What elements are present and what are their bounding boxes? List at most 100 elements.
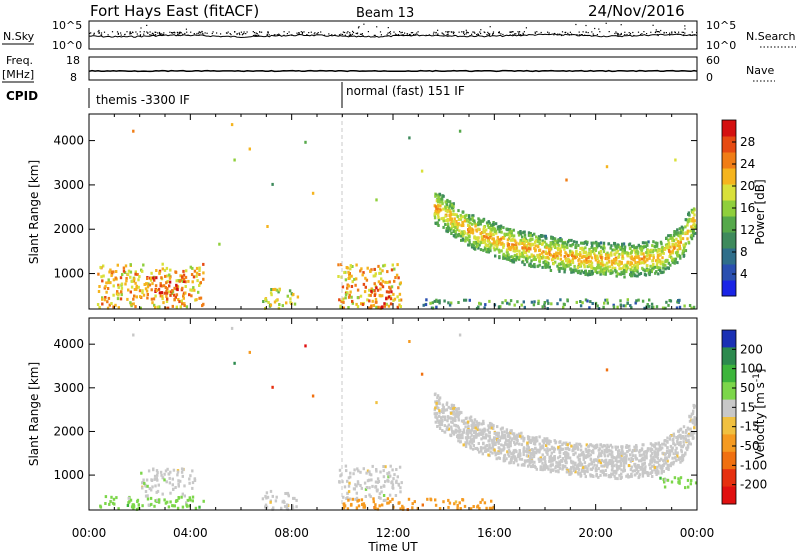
velocity-band-cell: [688, 440, 691, 444]
velocity-band-cell: [546, 452, 549, 456]
nsearch-dot: [568, 34, 570, 36]
velocity-band-cell: [541, 439, 544, 443]
nsearch-dot: [576, 34, 578, 36]
power-cell: [182, 273, 186, 277]
station-title: Fort Hays East (fitACF): [90, 2, 259, 20]
velocity-cell: [265, 491, 269, 495]
velocity-cell: [144, 494, 148, 498]
nsearch-dot: [129, 32, 131, 34]
power-band-cell: [588, 247, 591, 251]
power-band-cell: [646, 264, 649, 268]
power-band-cell: [495, 231, 498, 235]
velocity-band-cell: [472, 436, 476, 440]
power-cell: [174, 295, 177, 299]
power-band-cell: [507, 243, 511, 246]
power-cell: [501, 301, 504, 305]
power-cell: [185, 305, 189, 309]
velocity-band-cell: [692, 409, 695, 413]
nsearch-dot: [447, 32, 449, 34]
power-band-cell: [544, 256, 547, 260]
power-band-cell: [664, 260, 667, 264]
power-band-cell: [479, 248, 483, 252]
nsearch-dot: [487, 31, 489, 33]
power-band-cell: [530, 264, 533, 268]
power-band-cell: [489, 249, 492, 253]
velocity-band-cell: [618, 455, 622, 459]
nsearch-dot: [525, 27, 527, 29]
power-cell: [122, 266, 126, 270]
nsearch-dot: [492, 34, 494, 36]
nsearch-dot: [182, 33, 184, 35]
velocity-band-cell: [691, 431, 694, 434]
power-band-cell: [618, 267, 621, 271]
power-cell: [350, 274, 353, 278]
nsearch-dot: [355, 32, 357, 34]
power-cell: [151, 282, 154, 286]
velocity-band-cell: [568, 468, 572, 472]
velocity-cell: [483, 501, 487, 505]
velocity-band-cell: [612, 456, 615, 459]
nsearch-dot: [479, 31, 481, 33]
power-band-cell: [632, 244, 635, 248]
velocity-cell: [347, 498, 350, 502]
velocity-band-cell: [457, 418, 460, 422]
velocity-band-cell: [461, 433, 464, 437]
power-cell: [356, 305, 360, 309]
power-cell: [106, 300, 109, 304]
velocity-cell: [146, 497, 150, 501]
power-cell: [367, 293, 371, 297]
velocity-cell: [144, 490, 148, 493]
velocity-band-cell: [433, 393, 437, 397]
power-band-cell: [672, 233, 676, 237]
velocity-band-cell: [507, 454, 511, 458]
power-band-cell: [549, 269, 553, 272]
velocity-cell: [202, 499, 205, 503]
power-cell: [355, 277, 358, 281]
power-cell: [422, 303, 425, 307]
velocity-cell: [397, 482, 400, 486]
power-band-cell: [489, 229, 493, 233]
velocity-band-cell: [455, 407, 458, 411]
power-cell: [141, 289, 144, 293]
power-band-cell: [534, 258, 537, 261]
power-band-cell: [496, 235, 499, 239]
velocity-band-cell: [584, 469, 587, 473]
velocity-band-cell: [628, 444, 631, 448]
power-band-cell: [607, 256, 611, 260]
nsearch-dot: [93, 33, 95, 35]
velocity-cell: [132, 504, 135, 508]
power-band-cell: [690, 208, 694, 212]
power-cell: [161, 297, 164, 301]
velocity-band-cell: [436, 425, 439, 428]
power-band-cell: [613, 248, 616, 252]
velocity-band-cell: [625, 474, 628, 478]
power-band-cell: [638, 258, 641, 261]
nsearch-dot: [473, 31, 475, 33]
velocity-band-cell: [531, 448, 535, 452]
nsky-tick-top-right: 10^5: [706, 19, 736, 32]
power-band-cell: [543, 259, 547, 263]
power-band-cell: [626, 251, 629, 255]
power-cell: [157, 287, 161, 291]
power-band-cell: [511, 243, 514, 247]
velocity-band-cell: [686, 444, 690, 448]
power-cell: [389, 297, 393, 301]
power-cell: [100, 275, 103, 279]
nsearch-dot: [98, 31, 100, 33]
velocity-band-cell: [464, 425, 467, 429]
nsearch-dot: [308, 32, 310, 34]
power-cell: [384, 280, 387, 284]
power-band-cell: [512, 234, 516, 238]
power-cell: [129, 275, 132, 279]
power-cell: [290, 292, 293, 296]
velocity-band-cell: [564, 450, 567, 454]
velocity-colorbar: Velocity [m s-1] 2001005015-15-50-100-20…: [721, 329, 767, 505]
power-cell: [163, 291, 166, 295]
power-band-cell: [667, 247, 670, 251]
nsearch-dot: [592, 33, 594, 35]
velocity-band-cell: [529, 454, 532, 458]
nsearch-dot: [314, 32, 316, 34]
nave-tick-top: 60: [706, 54, 720, 67]
velocity-band-cell: [573, 467, 577, 471]
velocity-band-cell: [473, 424, 476, 428]
